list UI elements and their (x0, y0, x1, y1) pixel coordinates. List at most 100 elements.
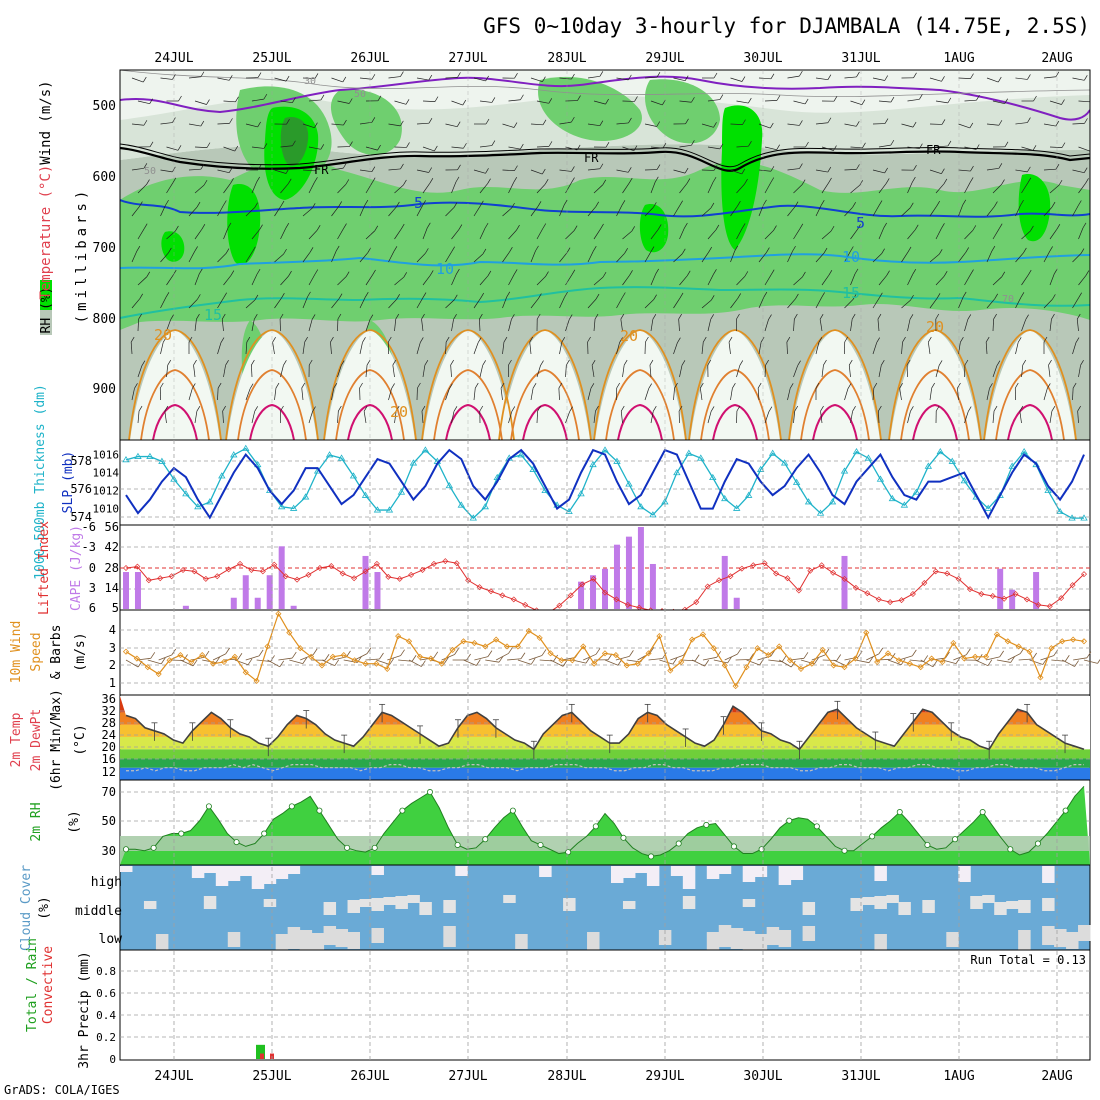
upper-wind-barb (964, 230, 974, 240)
li-marker (499, 592, 506, 599)
thickness-marker (876, 475, 885, 482)
cloud-high-cell (263, 866, 277, 884)
upper-wind-barb-tick (653, 294, 657, 300)
upper-wind-barb-tick (880, 360, 885, 366)
upper-wind-barb (958, 252, 967, 263)
upper-wind-barb (1043, 168, 1056, 171)
li-tick-m3: -3 (82, 540, 96, 554)
upper-wind-barb-tick (285, 75, 290, 82)
upper-wind-barb (337, 184, 347, 194)
wind-barb-tick (649, 646, 655, 654)
upper-wind-barb-tick (599, 120, 604, 126)
wind-marker (580, 643, 587, 650)
upper-wind-barb (1021, 230, 1031, 240)
upper-wind-barb-tick (744, 178, 748, 185)
upper-wind-barb-tick (453, 202, 458, 208)
li-marker (944, 570, 951, 577)
upper-wind-barb (707, 181, 714, 194)
upper-wind-barb-tick (143, 163, 148, 169)
upper-wind-barb-tick (532, 383, 537, 389)
upper-wind-barb-tick (540, 360, 544, 366)
rh-label-30: 30 (304, 76, 316, 87)
upper-wind-barb (878, 100, 891, 103)
upper-wind-barb (416, 297, 424, 309)
upper-wind-barb-tick (1051, 313, 1055, 320)
upper-wind-barb (587, 298, 597, 309)
slp-line (125, 448, 1085, 520)
upper-wind-barb-tick (827, 74, 832, 80)
upper-wind-barb-tick (1020, 292, 1025, 298)
upper-wind-barb (907, 181, 913, 194)
upper-wind-barb-tick (913, 72, 917, 78)
upper-wind-barb-tick (405, 99, 410, 105)
wind-marker (503, 643, 511, 650)
wind-marker (819, 646, 826, 653)
wind-barb-tick (302, 657, 308, 664)
upper-wind-barb (958, 296, 964, 309)
temp-label-2-text: 2m DewPt (29, 709, 44, 772)
upper-wind-barb-tick (377, 95, 382, 101)
upper-wind-barb (622, 231, 632, 240)
rh-marker (786, 817, 793, 824)
upper-wind-barb (616, 205, 623, 217)
upper-wind-barb (764, 274, 772, 286)
upper-wind-barb (337, 228, 344, 240)
upper-wind-barb-tick (938, 249, 943, 255)
wind-label-3-text: & Barbs (49, 625, 64, 680)
upper-wind-barb (130, 342, 133, 355)
temp-arch-25 (140, 369, 210, 440)
upper-wind-barb (850, 273, 856, 286)
upper-wind-barb-tick (225, 248, 230, 254)
upper-wind-barb-tick (259, 224, 263, 230)
wind-barb-tick (595, 648, 601, 655)
precip-panel: Run Total = 0.13 0.8 0.6 0.4 0.2 0 3hr P… (25, 938, 1091, 1069)
thickness-marker (134, 452, 142, 459)
rh-marker (426, 789, 433, 796)
upper-wind-barb-tick (188, 336, 193, 343)
upper-wind-barb (365, 146, 378, 151)
upper-wind-barb-tick (138, 405, 143, 412)
wind-marker (787, 657, 794, 664)
upper-wind-barb (964, 182, 971, 194)
cape-tick-56: 56 (105, 520, 119, 534)
date-label-top: 28JUL (547, 51, 586, 66)
upper-wind-barb-tick (591, 359, 596, 366)
upper-wind-barb (1043, 123, 1056, 127)
upper-wind-barb-tick (794, 201, 799, 207)
cloud-mid-cell (323, 902, 337, 915)
upper-wind-barb-tick (1004, 141, 1009, 147)
upper-wind-barb-tick (500, 382, 505, 389)
rh-marker (675, 840, 682, 847)
cloud-mid-cell (563, 898, 576, 911)
upper-wind-barb (280, 145, 293, 148)
upper-wind-barb-tick (645, 336, 649, 343)
wind-marker (144, 664, 151, 671)
upper-wind-barb-tick (850, 246, 854, 252)
upper-wind-barb-tick (509, 246, 513, 253)
rh-green-blob-2 (330, 89, 402, 155)
upper-wind-barb (473, 253, 484, 263)
wind-marker (318, 662, 326, 669)
upper-wind-barb-tick (1080, 248, 1085, 254)
upper-wind-barb (280, 275, 289, 286)
upper-wind-barb-tick (514, 73, 518, 79)
wind-barb (866, 653, 880, 661)
upper-wind-barb-tick (374, 225, 379, 231)
upper-wind-barb-tick (506, 291, 511, 297)
wind-barb (278, 657, 293, 661)
date-label-bottom: 30JUL (743, 1069, 782, 1084)
upper-wind-barb-tick (805, 141, 809, 148)
date-gridlines (173, 70, 1058, 1060)
upper-wind-barb (388, 123, 401, 127)
upper-wind-barb-tick (403, 179, 407, 186)
li-marker (362, 568, 369, 575)
rh-marker (979, 809, 986, 816)
upper-wind-barb-tick (590, 383, 595, 389)
upper-wind-barb (308, 319, 313, 332)
wind-barb-tick (727, 656, 732, 664)
li-marker (750, 562, 757, 569)
wind-barb (506, 658, 522, 661)
upper-wind-barb-tick (257, 164, 262, 171)
cloud-level-high: high (91, 875, 122, 890)
upper-wind-barb-tick (280, 405, 284, 412)
